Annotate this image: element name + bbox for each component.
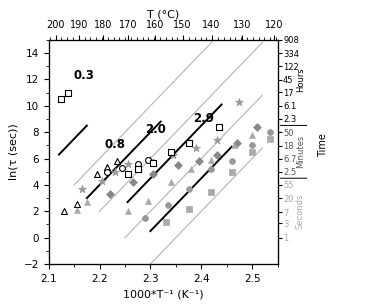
Point xyxy=(209,189,214,194)
Point xyxy=(124,161,130,166)
X-axis label: 1000*T⁻¹ (K⁻¹): 1000*T⁻¹ (K⁻¹) xyxy=(123,289,203,299)
Point xyxy=(234,140,240,145)
Point xyxy=(168,180,174,185)
Point xyxy=(104,165,110,169)
Point xyxy=(267,130,273,135)
Point xyxy=(254,124,260,129)
Text: 2.9: 2.9 xyxy=(194,112,214,125)
Point xyxy=(135,167,141,172)
Point xyxy=(231,143,237,148)
Point xyxy=(74,202,80,207)
Point xyxy=(94,172,100,177)
X-axis label: T (°C): T (°C) xyxy=(147,10,179,19)
Point xyxy=(79,186,85,191)
Point xyxy=(186,206,192,211)
Point xyxy=(170,152,176,157)
Text: Time: Time xyxy=(318,133,328,157)
Text: 0.8: 0.8 xyxy=(105,138,126,151)
Point xyxy=(213,138,219,142)
Y-axis label: ln(τ (sec)): ln(τ (sec)) xyxy=(8,124,18,180)
Point xyxy=(216,124,222,129)
Point xyxy=(165,202,171,207)
Text: Seconds: Seconds xyxy=(296,193,305,229)
Point xyxy=(176,163,181,168)
Point xyxy=(186,186,192,191)
Point xyxy=(209,167,214,172)
Text: 0.3: 0.3 xyxy=(73,69,94,82)
Point xyxy=(74,208,80,212)
Point xyxy=(188,167,194,172)
Point xyxy=(107,192,113,196)
Point xyxy=(249,132,255,137)
Point xyxy=(84,200,90,204)
Point xyxy=(267,136,273,141)
Point xyxy=(124,209,130,214)
Point xyxy=(229,159,235,164)
Point xyxy=(104,169,110,174)
Point xyxy=(150,172,156,177)
Point xyxy=(209,157,214,162)
Point xyxy=(186,140,192,145)
Point xyxy=(249,150,255,154)
Point xyxy=(196,159,202,164)
Point xyxy=(99,178,105,183)
Point xyxy=(147,157,153,162)
Point xyxy=(249,143,255,148)
Point xyxy=(61,209,67,214)
Point xyxy=(135,161,141,166)
Point xyxy=(145,157,151,162)
Point xyxy=(114,159,120,164)
Point xyxy=(142,216,148,220)
Text: 2.0: 2.0 xyxy=(146,123,166,136)
Point xyxy=(120,165,126,170)
Point xyxy=(193,146,199,150)
Point xyxy=(61,209,67,214)
Point xyxy=(74,202,80,207)
Point xyxy=(163,220,169,224)
Point xyxy=(112,169,118,174)
Point xyxy=(213,152,219,157)
Point xyxy=(145,198,151,203)
Point xyxy=(229,169,235,174)
Point xyxy=(130,180,136,185)
Point xyxy=(236,99,242,104)
Point xyxy=(124,172,130,177)
Text: Minutes: Minutes xyxy=(296,135,305,169)
Point xyxy=(65,91,71,96)
Point xyxy=(150,160,156,165)
Text: Hours: Hours xyxy=(296,67,305,92)
Point xyxy=(58,97,64,102)
Point xyxy=(168,150,174,154)
